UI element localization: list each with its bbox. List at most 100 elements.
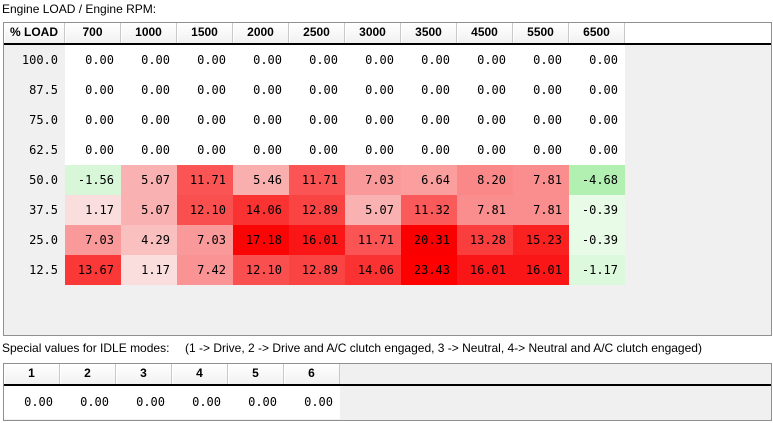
map-cell[interactable]: 11.32 xyxy=(401,195,457,225)
load-row-header[interactable]: 50.0 xyxy=(4,165,65,195)
map-cell[interactable]: 0.00 xyxy=(289,105,345,135)
map-cell[interactable]: 0.00 xyxy=(457,45,513,75)
rpm-column-header[interactable]: 2000 xyxy=(233,23,289,43)
map-cell[interactable]: 0.00 xyxy=(513,75,569,105)
map-cell[interactable]: 0.00 xyxy=(569,75,625,105)
map-cell[interactable]: 0.00 xyxy=(513,105,569,135)
map-cell[interactable]: 7.03 xyxy=(177,225,233,255)
map-cell[interactable]: -0.39 xyxy=(569,225,625,255)
map-cell[interactable]: 14.06 xyxy=(345,255,401,285)
map-cell[interactable]: 11.71 xyxy=(177,165,233,195)
map-cell[interactable]: 0.00 xyxy=(345,135,401,165)
idle-mode-header[interactable]: 4 xyxy=(172,364,228,384)
map-cell[interactable]: 0.00 xyxy=(233,105,289,135)
rpm-column-header[interactable]: 700 xyxy=(65,23,121,43)
map-cell[interactable]: 12.89 xyxy=(289,195,345,225)
map-cell[interactable]: 4.29 xyxy=(121,225,177,255)
map-cell[interactable]: -1.17 xyxy=(569,255,625,285)
corner-header[interactable]: % LOAD xyxy=(4,23,65,43)
load-row-header[interactable]: 12.5 xyxy=(4,255,65,285)
map-cell[interactable]: 12.10 xyxy=(233,255,289,285)
map-cell[interactable]: 0.00 xyxy=(401,105,457,135)
map-cell[interactable]: 0.00 xyxy=(345,105,401,135)
map-cell[interactable]: 7.81 xyxy=(457,195,513,225)
map-cell[interactable]: 0.00 xyxy=(289,75,345,105)
map-cell[interactable]: 0.00 xyxy=(401,135,457,165)
idle-mode-header[interactable]: 5 xyxy=(228,364,284,384)
map-cell[interactable]: 0.00 xyxy=(289,45,345,75)
map-cell[interactable]: 14.06 xyxy=(233,195,289,225)
map-cell[interactable]: 7.03 xyxy=(65,225,121,255)
map-cell[interactable]: 0.00 xyxy=(65,45,121,75)
idle-value-cell[interactable]: 0.00 xyxy=(284,386,340,419)
idle-mode-header[interactable]: 3 xyxy=(116,364,172,384)
map-cell[interactable]: 0.00 xyxy=(569,45,625,75)
map-cell[interactable]: 12.10 xyxy=(177,195,233,225)
map-cell[interactable]: -4.68 xyxy=(569,165,625,195)
map-cell[interactable]: 5.07 xyxy=(345,195,401,225)
map-cell[interactable]: 0.00 xyxy=(65,105,121,135)
map-cell[interactable]: -0.39 xyxy=(569,195,625,225)
map-cell[interactable]: 5.07 xyxy=(121,195,177,225)
rpm-column-header[interactable]: 4500 xyxy=(457,23,513,43)
idle-mode-header[interactable]: 6 xyxy=(284,364,340,384)
rpm-column-header[interactable]: 6500 xyxy=(569,23,625,43)
map-cell[interactable]: 0.00 xyxy=(233,135,289,165)
map-cell[interactable]: 6.64 xyxy=(401,165,457,195)
map-cell[interactable]: 0.00 xyxy=(177,75,233,105)
map-cell[interactable]: 0.00 xyxy=(289,135,345,165)
map-cell[interactable]: 0.00 xyxy=(233,75,289,105)
map-cell[interactable]: 7.81 xyxy=(513,165,569,195)
map-cell[interactable]: 8.20 xyxy=(457,165,513,195)
map-cell[interactable]: 0.00 xyxy=(345,75,401,105)
rpm-column-header[interactable]: 3000 xyxy=(345,23,401,43)
load-row-header[interactable]: 100.0 xyxy=(4,45,65,75)
map-cell[interactable]: 0.00 xyxy=(513,45,569,75)
map-cell[interactable]: 0.00 xyxy=(177,135,233,165)
map-cell[interactable]: 0.00 xyxy=(457,75,513,105)
rpm-column-header[interactable]: 1500 xyxy=(177,23,233,43)
rpm-column-header[interactable]: 2500 xyxy=(289,23,345,43)
map-cell[interactable]: 7.03 xyxy=(345,165,401,195)
load-row-header[interactable]: 25.0 xyxy=(4,225,65,255)
load-row-header[interactable]: 37.5 xyxy=(4,195,65,225)
idle-value-cell[interactable]: 0.00 xyxy=(4,386,60,419)
map-cell[interactable]: 1.17 xyxy=(121,255,177,285)
map-cell[interactable]: 1.17 xyxy=(65,195,121,225)
map-cell[interactable]: 13.67 xyxy=(65,255,121,285)
map-cell[interactable]: -1.56 xyxy=(65,165,121,195)
map-cell[interactable]: 16.01 xyxy=(513,255,569,285)
map-cell[interactable]: 0.00 xyxy=(401,45,457,75)
map-cell[interactable]: 0.00 xyxy=(345,45,401,75)
map-cell[interactable]: 0.00 xyxy=(569,135,625,165)
map-cell[interactable]: 16.01 xyxy=(289,225,345,255)
map-cell[interactable]: 15.23 xyxy=(513,225,569,255)
map-cell[interactable]: 0.00 xyxy=(65,75,121,105)
idle-value-cell[interactable]: 0.00 xyxy=(116,386,172,419)
map-cell[interactable]: 0.00 xyxy=(457,135,513,165)
map-cell[interactable]: 5.46 xyxy=(233,165,289,195)
map-cell[interactable]: 7.81 xyxy=(513,195,569,225)
idle-value-cell[interactable]: 0.00 xyxy=(60,386,116,419)
map-cell[interactable]: 0.00 xyxy=(121,135,177,165)
idle-mode-header[interactable]: 2 xyxy=(60,364,116,384)
map-cell[interactable]: 23.43 xyxy=(401,255,457,285)
map-cell[interactable]: 7.42 xyxy=(177,255,233,285)
rpm-column-header[interactable]: 3500 xyxy=(401,23,457,43)
idle-value-cell[interactable]: 0.00 xyxy=(228,386,284,419)
map-cell[interactable]: 0.00 xyxy=(177,45,233,75)
map-cell[interactable]: 0.00 xyxy=(569,105,625,135)
map-cell[interactable]: 0.00 xyxy=(233,45,289,75)
map-cell[interactable]: 13.28 xyxy=(457,225,513,255)
load-row-header[interactable]: 62.5 xyxy=(4,135,65,165)
map-cell[interactable]: 12.89 xyxy=(289,255,345,285)
map-cell[interactable]: 17.18 xyxy=(233,225,289,255)
map-cell[interactable]: 0.00 xyxy=(121,105,177,135)
map-cell[interactable]: 0.00 xyxy=(121,45,177,75)
map-cell[interactable]: 0.00 xyxy=(121,75,177,105)
map-cell[interactable]: 20.31 xyxy=(401,225,457,255)
idle-mode-header[interactable]: 1 xyxy=(4,364,60,384)
map-cell[interactable]: 0.00 xyxy=(513,135,569,165)
rpm-column-header[interactable]: 1000 xyxy=(121,23,177,43)
rpm-column-header[interactable]: 5500 xyxy=(513,23,569,43)
